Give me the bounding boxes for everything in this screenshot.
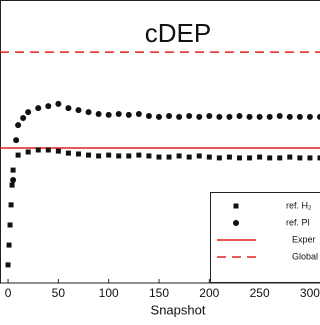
data-point — [156, 155, 161, 160]
data-point — [46, 147, 51, 152]
data-point — [226, 114, 232, 120]
chart-title: cDEP — [145, 18, 211, 48]
x-tick-label: 50 — [52, 286, 66, 300]
data-point — [177, 153, 182, 158]
data-point — [277, 113, 283, 119]
data-point — [307, 114, 313, 120]
data-point — [10, 177, 16, 183]
x-tick-label: 150 — [149, 286, 169, 300]
legend-label: ref. Pl — [286, 217, 310, 227]
data-point — [126, 153, 131, 158]
data-point — [76, 151, 81, 156]
data-point — [15, 122, 21, 128]
data-point — [146, 153, 151, 158]
data-point — [136, 111, 142, 117]
data-point — [277, 155, 282, 160]
data-point — [86, 153, 91, 158]
data-point — [197, 153, 202, 158]
data-point — [216, 114, 222, 120]
legend-label: Global — [292, 251, 318, 261]
data-point — [96, 153, 101, 158]
data-point — [116, 111, 122, 117]
data-point — [167, 155, 172, 160]
data-point — [237, 155, 242, 160]
data-point — [65, 105, 71, 111]
data-point — [156, 114, 162, 120]
data-point — [267, 114, 273, 120]
data-point — [136, 153, 141, 158]
data-point — [96, 111, 102, 117]
data-point — [10, 183, 15, 188]
data-point — [35, 105, 41, 111]
data-point — [257, 114, 263, 120]
data-point — [11, 168, 16, 173]
x-axis-label: Snapshot — [151, 302, 206, 317]
data-point — [146, 113, 152, 119]
data-point — [207, 155, 212, 160]
data-point — [166, 113, 172, 119]
data-point — [8, 222, 13, 227]
data-point — [247, 114, 253, 120]
data-point — [247, 155, 252, 160]
data-point — [26, 149, 31, 154]
legend-marker — [234, 204, 239, 209]
data-point — [196, 114, 202, 120]
data-point — [297, 155, 302, 160]
data-point — [287, 114, 293, 120]
data-point — [7, 243, 12, 248]
data-point — [9, 202, 14, 207]
data-point — [106, 112, 112, 118]
data-point — [16, 153, 21, 158]
data-point — [307, 155, 312, 160]
data-point — [66, 151, 71, 156]
data-point — [36, 147, 41, 152]
data-point — [20, 115, 26, 121]
legend-marker — [233, 220, 239, 226]
data-point — [297, 114, 303, 120]
data-point — [287, 155, 292, 160]
x-tick-label: 300 — [300, 286, 320, 300]
x-tick-label: 250 — [250, 286, 270, 300]
data-point — [236, 113, 242, 119]
data-point — [126, 112, 132, 118]
data-point — [6, 262, 11, 267]
data-point — [206, 113, 212, 119]
data-point — [13, 137, 19, 143]
data-point — [227, 155, 232, 160]
x-tick-label: 200 — [199, 286, 219, 300]
data-point — [186, 113, 192, 119]
data-point — [106, 153, 111, 158]
data-point — [75, 107, 81, 113]
data-point — [257, 155, 262, 160]
data-point — [176, 114, 182, 120]
data-point — [187, 155, 192, 160]
data-point — [86, 109, 92, 115]
x-tick-label: 100 — [99, 286, 119, 300]
data-point — [25, 109, 31, 115]
data-point — [267, 155, 272, 160]
data-point — [116, 153, 121, 158]
data-point — [217, 155, 222, 160]
data-point — [55, 101, 61, 107]
data-point — [45, 103, 51, 109]
data-point — [56, 149, 61, 154]
legend-label: Exper — [292, 234, 316, 244]
legend-label: ref. H₂ — [286, 200, 312, 210]
x-tick-label: 0 — [5, 286, 12, 300]
